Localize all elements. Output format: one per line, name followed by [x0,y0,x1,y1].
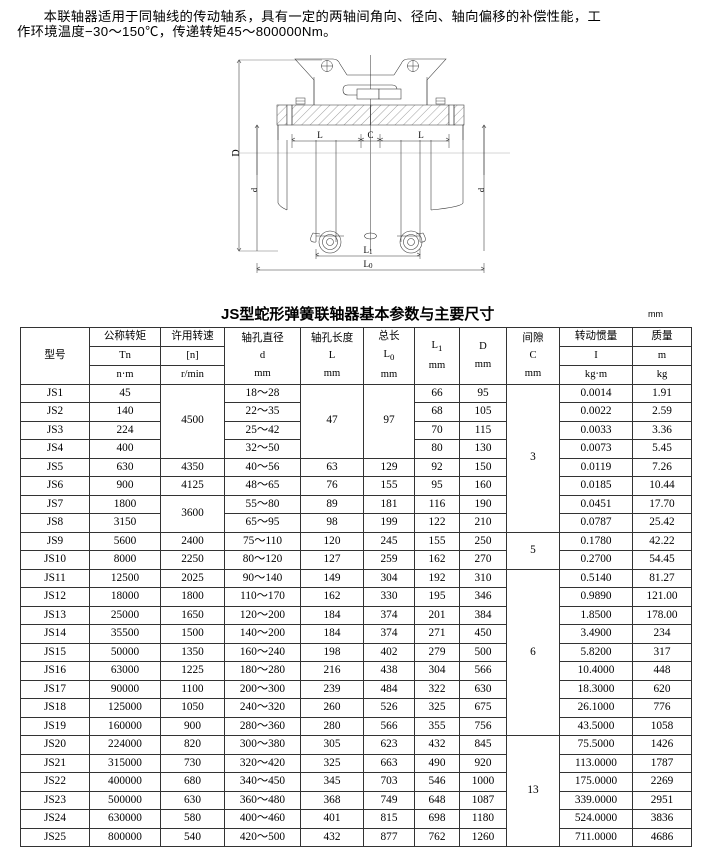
svg-text:d: d [249,187,259,192]
svg-text:L: L [418,130,424,140]
svg-text:L0: L0 [364,259,374,270]
svg-text:d: d [476,187,486,192]
svg-text:L1: L1 [364,245,374,256]
svg-text:L: L [317,130,323,140]
svg-text:C: C [367,130,373,140]
svg-text:D: D [231,149,242,156]
